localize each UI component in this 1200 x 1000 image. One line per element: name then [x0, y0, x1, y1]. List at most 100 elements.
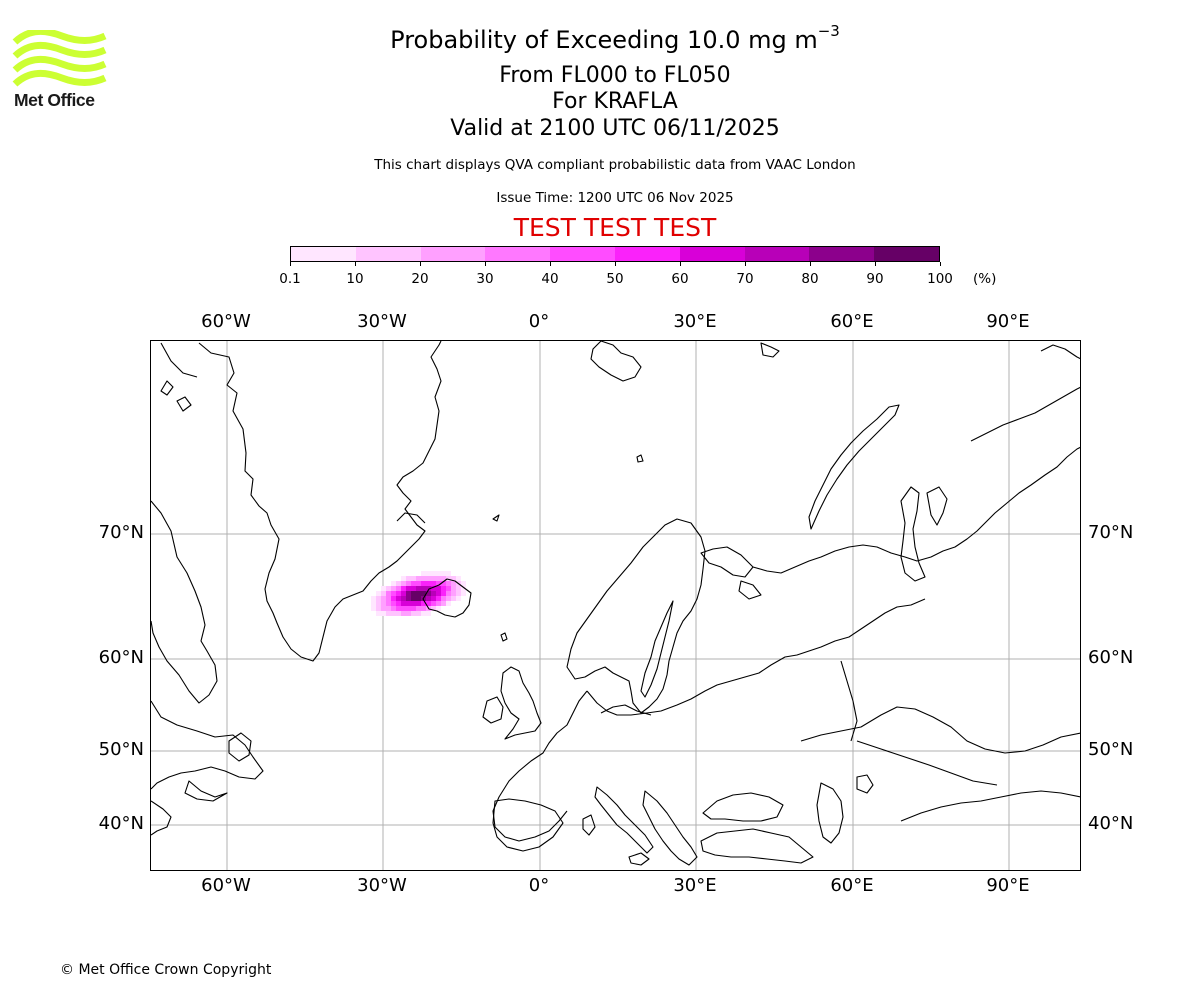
plume-cell: [421, 611, 426, 616]
plume-cell: [451, 581, 456, 586]
colorbar-segment-8: [809, 247, 875, 261]
plume-cell: [411, 586, 416, 591]
plume-cell: [376, 606, 381, 611]
plume-cell: [436, 576, 441, 581]
iberia: [492, 798, 564, 852]
latitude-label-right: 60°N: [1088, 647, 1134, 668]
plume-cell: [446, 591, 451, 596]
plume-cell: [386, 611, 391, 616]
plume-cell: [446, 601, 451, 606]
colorbar-tick-mark: [874, 262, 876, 266]
plume-cell: [441, 581, 446, 586]
caspian-sea: [816, 782, 844, 844]
plume-cell: [456, 576, 461, 581]
chart-title-exponent: −3: [817, 22, 840, 40]
labrador-coast: [151, 700, 264, 790]
taymyr-coast: [970, 386, 1080, 442]
plume-cell: [396, 611, 401, 616]
newfoundland: [228, 732, 252, 762]
plume-cell: [441, 591, 446, 596]
europe-north-coast: [586, 598, 926, 716]
plume-cell: [406, 611, 411, 616]
aral-sea: [856, 774, 874, 794]
volcano-name: For KRAFLA: [552, 89, 678, 114]
colorbar-tick-mark: [939, 262, 941, 266]
plume-cell: [451, 591, 456, 596]
plume-cell: [431, 571, 436, 576]
longitude-label-top: 90°E: [986, 311, 1030, 332]
faroe-islands: [500, 632, 508, 642]
flight-level-range: From FL000 to FL050: [499, 63, 731, 88]
plume-cell: [406, 576, 411, 581]
asia-interior-border: [800, 706, 1080, 754]
plume-cell: [421, 581, 426, 586]
plume-cell: [391, 591, 396, 596]
plume-cell: [456, 586, 461, 591]
norway-sweden-coast: [566, 518, 706, 714]
turkey-coast: [700, 828, 814, 864]
iceland-coast: [422, 578, 472, 618]
copyright-notice: © Met Office Crown Copyright: [60, 962, 272, 978]
plume-cell: [421, 601, 426, 606]
ural-border: [840, 660, 858, 742]
longitude-label-top: 0°: [528, 311, 550, 332]
coastlines: [151, 341, 1080, 866]
plume-cell: [421, 606, 426, 611]
plume-cell: [376, 611, 381, 616]
greenland-fjord: [396, 512, 426, 524]
plume-cell: [461, 591, 466, 596]
colorbar-tick-label: 50: [606, 271, 624, 287]
plume-cell: [376, 601, 381, 606]
plume-cell: [416, 601, 421, 606]
plume-cell: [411, 581, 416, 586]
colorbar-segment-3: [485, 247, 551, 261]
balkans-greece: [642, 790, 698, 866]
plume-cell: [411, 576, 416, 581]
severnaya-zemlya: [1040, 344, 1080, 360]
longitude-label-bottom: 60°W: [201, 875, 251, 896]
chart-title-text: Probability of Exceeding 10.0 mg m: [390, 26, 818, 54]
colorbar-tick-mark: [419, 262, 421, 266]
longitude-label-bottom: 30°W: [357, 875, 407, 896]
met-office-waves-icon: [12, 28, 107, 87]
plume-cell: [401, 601, 406, 606]
plume-cell: [446, 586, 451, 591]
longitude-label-top: 60°E: [830, 311, 874, 332]
novaya-zemlya: [808, 404, 900, 530]
plume-cell: [401, 576, 406, 581]
plume-cell: [416, 596, 421, 601]
bear-island: [636, 454, 644, 463]
plume-cell: [436, 601, 441, 606]
colorbar-segment-7: [744, 247, 810, 261]
plume-cell: [426, 586, 431, 591]
kazakh-border: [856, 740, 998, 786]
colorbar-segment-0: [291, 247, 356, 261]
latitude-label-right: 50°N: [1088, 739, 1134, 760]
baltic-coast: [600, 704, 652, 716]
colorbar-tick-label: 90: [866, 271, 884, 287]
plume-cell: [446, 596, 451, 601]
longitude-label-bottom: 90°E: [986, 875, 1030, 896]
plume-cell: [396, 596, 401, 601]
longitude-label-top: 30°E: [673, 311, 717, 332]
plume-cell: [426, 601, 431, 606]
nova-scotia: [184, 780, 228, 802]
test-banner: TEST TEST TEST: [513, 213, 717, 242]
svalbard: [590, 341, 642, 382]
baffin-coast: [151, 500, 218, 704]
plume-cell: [381, 606, 386, 611]
plume-cell: [436, 586, 441, 591]
sicily: [628, 852, 650, 866]
issue-time: Issue Time: 1200 UTC 06 Nov 2025: [496, 190, 734, 206]
plume-cell: [416, 586, 421, 591]
plume-cell: [426, 581, 431, 586]
plume-cell: [426, 611, 431, 616]
greenland-coast: [198, 341, 442, 662]
probability-colorbar: [290, 246, 940, 262]
us-east-coast: [151, 800, 172, 836]
plume-cell: [391, 606, 396, 611]
colorbar-tick-mark: [744, 262, 746, 266]
map-panel: [150, 340, 1081, 871]
plume-cell: [426, 571, 431, 576]
plume-cell: [401, 586, 406, 591]
